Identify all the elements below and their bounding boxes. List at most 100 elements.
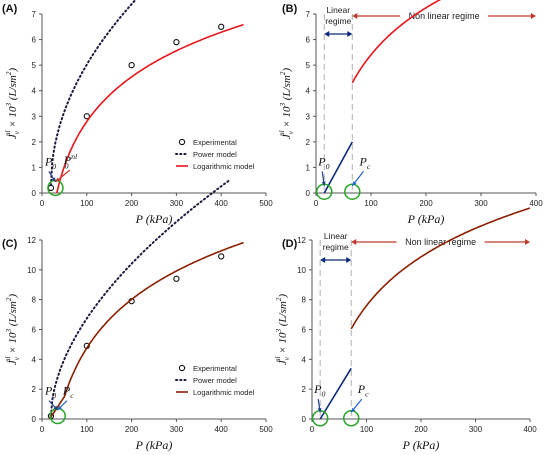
- linear-regime-arrowhead-left: [320, 257, 326, 263]
- x-tick-label: 300: [469, 425, 483, 434]
- x-tick-label: 200: [125, 199, 139, 208]
- highlight-circle: [49, 407, 66, 425]
- point-label-pc: Pc: [62, 384, 74, 401]
- x-tick-label: 0: [40, 199, 45, 208]
- annotation-arrowhead: [53, 405, 58, 411]
- nonlinear-regime-label-bg: [396, 235, 485, 246]
- logarithmic-model-line: [351, 0, 442, 84]
- y-tick-label: 2: [302, 385, 307, 394]
- linear-regime-label-line1: Linear: [324, 231, 348, 241]
- y-tick-label: 3: [32, 112, 37, 121]
- y-tick-label: 7: [32, 10, 37, 19]
- x-axis-title: P (kPa): [135, 212, 173, 226]
- y-axis-title: Jvnl × 103 (L/sm2): [274, 294, 291, 366]
- annotation-arrowhead: [51, 177, 56, 182]
- y-tick-label: 2: [32, 138, 37, 147]
- chart-panel-d: (D) 0 100 200 300 400 0 2 4 6 8 10 12 P (kPa) Jvnl × 1…: [274, 207, 537, 452]
- experimental-point: [173, 38, 180, 46]
- annotation-arrowhead: [351, 407, 356, 413]
- x-tick-label: 400: [215, 425, 229, 434]
- y-tick-label: 0: [306, 189, 311, 198]
- linear-regime-arrowhead-right: [347, 31, 353, 37]
- y-tick-label: 1: [32, 163, 37, 172]
- y-tick-label: 3: [306, 112, 311, 121]
- y-tick-label: 4: [32, 87, 37, 96]
- nonlinear-regime-label: Non linear regime: [409, 11, 480, 21]
- annotation-arrowhead: [352, 181, 357, 186]
- x-tick-label: 500: [259, 425, 273, 434]
- chart-panel-a: (A) 0 100 200 300 400 500 0 1 2 3 4 5 6 7 P (kPa) Jvnl ×…: [2, 0, 273, 226]
- chart-panel-b: (B) 0 100 200 300 400 0 1 2 3 4 5 6 7 P (kPa) Jvnl × 10…: [278, 0, 543, 226]
- y-tick-label: 2: [32, 385, 37, 394]
- x-tick-label: 0: [40, 425, 45, 434]
- highlight-circle: [47, 179, 64, 197]
- x-tick-label: 200: [419, 199, 433, 208]
- linear-regime-arrowhead-left: [324, 31, 330, 37]
- y-axis-title: Jvnl × 103 (L/sm2): [4, 294, 21, 366]
- x-tick-label: 300: [170, 425, 184, 434]
- x-tick-label: 400: [529, 199, 543, 208]
- y-axis-title: Jvnl × 103 (L/sm2): [4, 68, 21, 140]
- y-tick-label: 10: [297, 266, 306, 275]
- legend-entry: Experimental: [193, 364, 237, 373]
- linear-regime-label-line1: Linear: [326, 5, 350, 15]
- linear-regime-line: [319, 367, 352, 420]
- panel-label: (B): [282, 3, 298, 15]
- y-tick-label: 5: [32, 61, 37, 70]
- nonlinear-regime-label: Non linear regime: [405, 237, 476, 247]
- x-axis-title: P (kPa): [407, 212, 445, 226]
- y-tick-label: 4: [302, 355, 307, 364]
- nonlinear-regime-arrowhead-left: [352, 13, 358, 19]
- nonlinear-regime-arrowhead-right: [525, 239, 530, 245]
- logarithmic-model-line: [350, 207, 531, 330]
- x-tick-label: 0: [310, 425, 315, 434]
- y-tick-label: 12: [297, 236, 306, 245]
- annotation-arrowhead: [55, 177, 60, 182]
- y-tick-label: 0: [32, 189, 37, 198]
- y-tick-label: 5: [306, 61, 311, 70]
- panel-label: (C): [2, 238, 18, 250]
- point-label-p0nl: Pnl 0: [63, 152, 77, 171]
- linear-regime-line: [323, 141, 354, 194]
- experimental-point: [218, 23, 225, 30]
- legend-entry: Power model: [193, 376, 237, 385]
- panel-label: (A): [2, 3, 18, 15]
- x-axis-title: P (kPa): [135, 438, 173, 452]
- legend-entry: Experimental: [193, 138, 237, 147]
- legend-swatch-experimental: [178, 138, 186, 146]
- y-tick-label: 0: [302, 415, 307, 424]
- x-tick-label: 400: [215, 199, 229, 208]
- legend-entry: Logarithmic model: [193, 162, 255, 171]
- power-model-line: [50, 0, 137, 187]
- legend-swatch-experimental: [178, 364, 186, 372]
- x-tick-label: 300: [474, 199, 488, 208]
- y-tick-label: 7: [306, 10, 311, 19]
- y-tick-label: 1: [306, 163, 311, 172]
- annotation-arrowhead: [317, 407, 322, 413]
- point-label-p0: P0: [317, 154, 329, 171]
- point-label-p0: P0: [44, 154, 56, 171]
- nonlinear-regime-arrowhead-right: [531, 13, 536, 19]
- x-tick-label: 200: [414, 425, 428, 434]
- power-model-line: [50, 178, 232, 417]
- x-tick-label: 200: [125, 425, 139, 434]
- x-tick-label: 100: [360, 425, 374, 434]
- logarithmic-model-line: [56, 23, 244, 194]
- experimental-point: [173, 275, 180, 282]
- x-tick-label: 0: [314, 199, 319, 208]
- annotation-arrowhead: [57, 405, 62, 411]
- x-axis-title: P (kPa): [402, 438, 440, 452]
- y-tick-label: 2: [306, 138, 311, 147]
- legend-entry: Logarithmic model: [193, 388, 255, 397]
- linear-regime-arrowhead-right: [346, 257, 352, 263]
- x-tick-label: 500: [259, 199, 273, 208]
- y-tick-label: 8: [302, 296, 307, 305]
- y-tick-label: 8: [32, 296, 37, 305]
- y-axis-title: Jvnl × 103 (L/sm2): [278, 68, 295, 140]
- annotation-arrowhead: [321, 181, 326, 186]
- point-label-p0: P0: [313, 382, 325, 399]
- experimental-point: [83, 113, 90, 120]
- nonlinear-regime-arrowhead-left: [351, 239, 357, 245]
- y-tick-label: 6: [306, 36, 311, 45]
